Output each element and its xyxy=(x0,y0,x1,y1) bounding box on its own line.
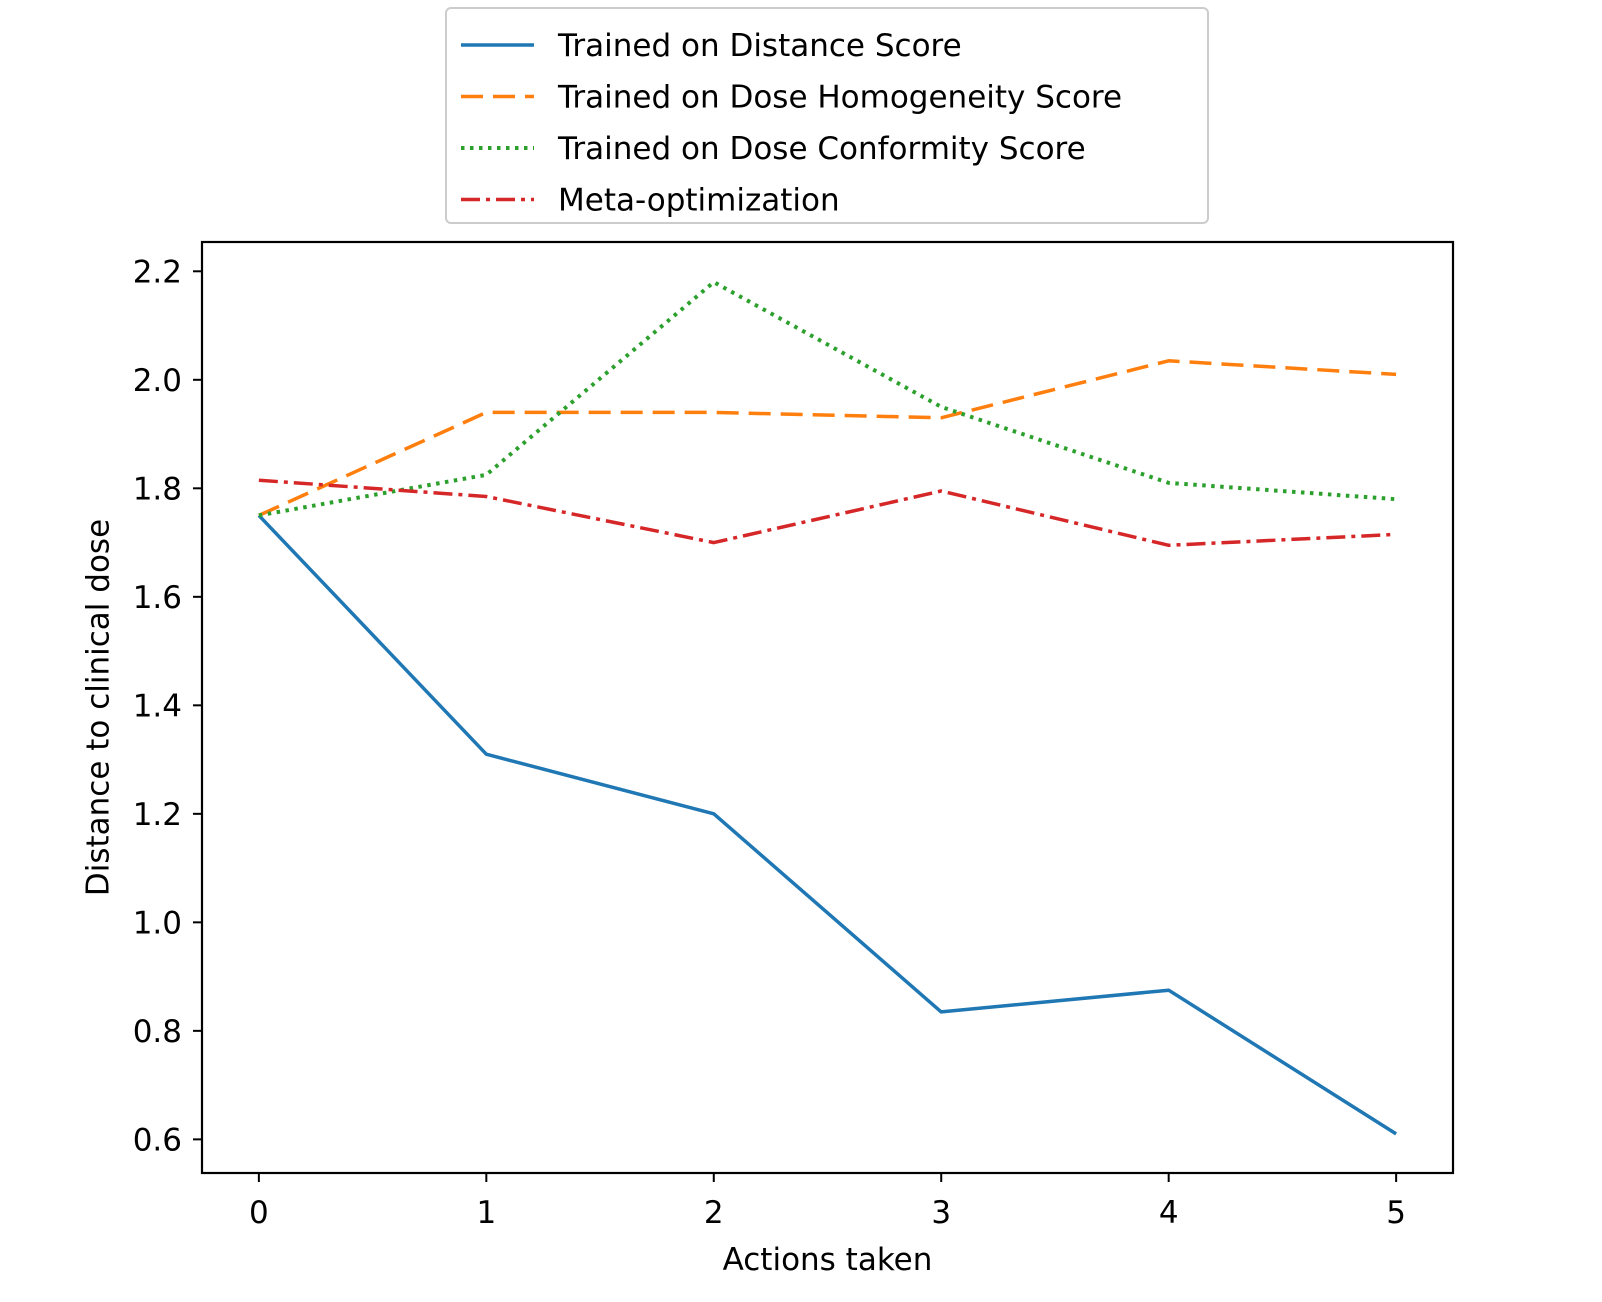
legend-label: Trained on Distance Score xyxy=(557,28,962,64)
legend-label: Meta-optimization xyxy=(558,183,840,219)
y-tick-label: 2.2 xyxy=(133,254,182,290)
x-tick-label: 4 xyxy=(1159,1195,1179,1231)
y-axis-title: Distance to clinical dose xyxy=(81,519,117,896)
x-tick-label: 2 xyxy=(704,1195,724,1231)
x-axis-title: Actions taken xyxy=(723,1242,933,1278)
y-tick-label: 2.0 xyxy=(133,363,182,399)
series-line-2 xyxy=(258,359,1397,517)
legend: Trained on Distance Score Trained on Dose… xyxy=(445,7,1209,224)
y-tick-label: 1.2 xyxy=(133,797,182,833)
plot-frame xyxy=(200,240,1455,1175)
x-tick-label: 0 xyxy=(249,1195,269,1231)
legend-box xyxy=(445,7,1209,224)
y-tick-label: 1.4 xyxy=(133,688,182,724)
x-tick-label: 3 xyxy=(931,1195,951,1231)
series-line-1 xyxy=(257,514,1398,1136)
y-tick-label: 1.6 xyxy=(133,580,182,616)
plot-lines xyxy=(257,280,1398,1136)
y-tick-label: 1.0 xyxy=(133,905,182,941)
y-tick-label: 1.8 xyxy=(133,471,182,507)
x-axis: 0 1 2 3 4 5 xyxy=(249,1173,1406,1231)
x-tick-label: 1 xyxy=(476,1195,496,1231)
y-axis: 0.6 0.8 1.0 1.2 1.4 1.6 1.8 2.0 2.2 xyxy=(133,254,202,1158)
y-tick-label: 0.6 xyxy=(133,1122,182,1158)
series-line-3 xyxy=(258,280,1397,518)
series-line-4 xyxy=(258,478,1397,548)
legend-label: Trained on Dose Homogeneity Score xyxy=(557,80,1122,116)
y-tick-label: 0.8 xyxy=(133,1014,182,1050)
x-tick-label: 5 xyxy=(1386,1195,1406,1231)
legend-label: Trained on Dose Conformity Score xyxy=(557,131,1086,167)
